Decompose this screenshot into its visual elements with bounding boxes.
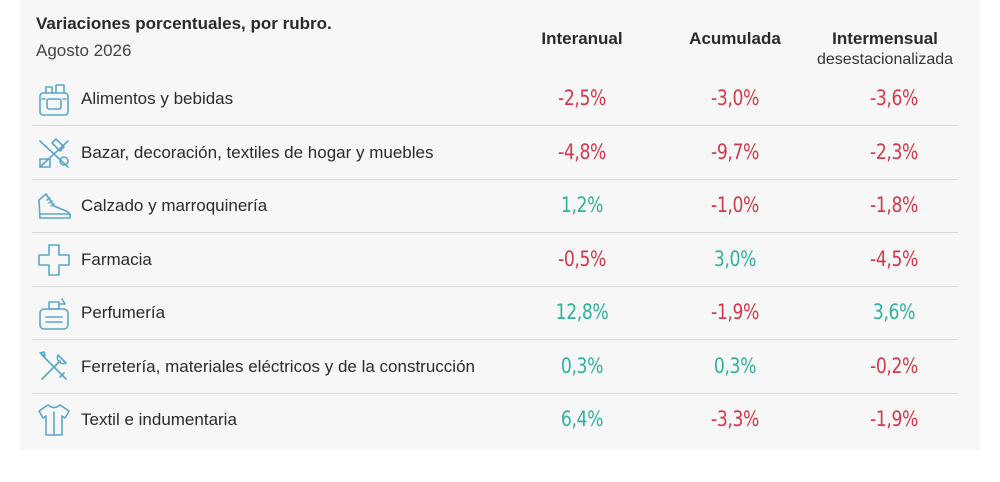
value-cell: -4,5% <box>870 246 918 271</box>
value-cell: -3,3% <box>711 407 759 431</box>
chart-subtitle: Agosto 2026 <box>36 41 132 60</box>
row-label: Bazar, decoración, textiles de hogar y m… <box>81 142 434 162</box>
column-header-intermensual: Intermensual desestacionalizada <box>795 28 975 70</box>
value-cell: -3,0% <box>711 86 759 110</box>
chart-title: Variaciones porcentuales, por rubro. <box>36 14 332 33</box>
value-cell: -9,7% <box>711 139 759 164</box>
column-header-label: Acumulada <box>689 29 781 48</box>
value-cell: 0,3% <box>560 353 604 378</box>
value-cell: -4,8% <box>558 139 606 164</box>
value-cell: -0,2% <box>870 353 918 378</box>
pharmacy-cross-icon <box>34 240 74 280</box>
table-row: Calzado y marroquinería 1,2% -1,0% -1,8% <box>32 179 958 233</box>
value-cell: 3,6% <box>872 300 916 324</box>
shoe-icon <box>34 186 74 226</box>
table-row: Farmacia -0,5% 3,0% -4,5% <box>32 233 958 287</box>
column-header-acumulada: Acumulada <box>673 28 797 49</box>
value-cell: -2,3% <box>870 139 918 164</box>
row-label: Ferretería, materiales eléctricos y de l… <box>81 356 475 376</box>
value-cell: 12,8% <box>555 300 609 324</box>
shirt-icon <box>34 400 74 440</box>
value-cell: -3,6% <box>870 86 918 110</box>
table-row: Bazar, decoración, textiles de hogar y m… <box>32 126 958 180</box>
value-cell: -0,5% <box>558 246 606 271</box>
perfume-icon <box>34 293 74 333</box>
value-cell: 0,3% <box>713 353 757 378</box>
grocery-icon <box>34 79 74 119</box>
row-label: Perfumería <box>81 303 166 322</box>
column-header-sublabel: desestacionalizada <box>816 51 954 68</box>
row-label: Calzado y marroquinería <box>81 196 268 215</box>
column-header-interanual: Interanual <box>520 28 644 49</box>
value-cell: -1,9% <box>870 407 918 431</box>
value-cell: 1,2% <box>560 193 604 217</box>
column-header-label: Interanual <box>541 29 623 48</box>
column-header-label: Intermensual <box>832 29 938 48</box>
row-label: Farmacia <box>81 249 152 269</box>
value-cell: -1,0% <box>711 193 759 217</box>
value-cell: -1,8% <box>870 193 918 217</box>
table-card <box>20 0 980 450</box>
table-row: Ferretería, materiales eléctricos y de l… <box>32 340 958 394</box>
table-row: Alimentos y bebidas -2,5% -3,0% -3,6% <box>32 72 958 126</box>
home-goods-icon <box>34 133 74 173</box>
row-label: Textil e indumentaria <box>81 410 237 429</box>
value-cell: 6,4% <box>560 407 604 431</box>
table-row: Perfumería 12,8% -1,9% 3,6% <box>32 286 958 340</box>
value-cell: -2,5% <box>558 86 606 110</box>
table-row: Textil e indumentaria 6,4% -3,3% -1,9% <box>32 393 958 446</box>
row-label: Alimentos y bebidas <box>81 89 234 108</box>
value-cell: -1,9% <box>711 300 759 324</box>
tools-icon <box>34 347 74 387</box>
value-cell: 3,0% <box>713 246 757 271</box>
